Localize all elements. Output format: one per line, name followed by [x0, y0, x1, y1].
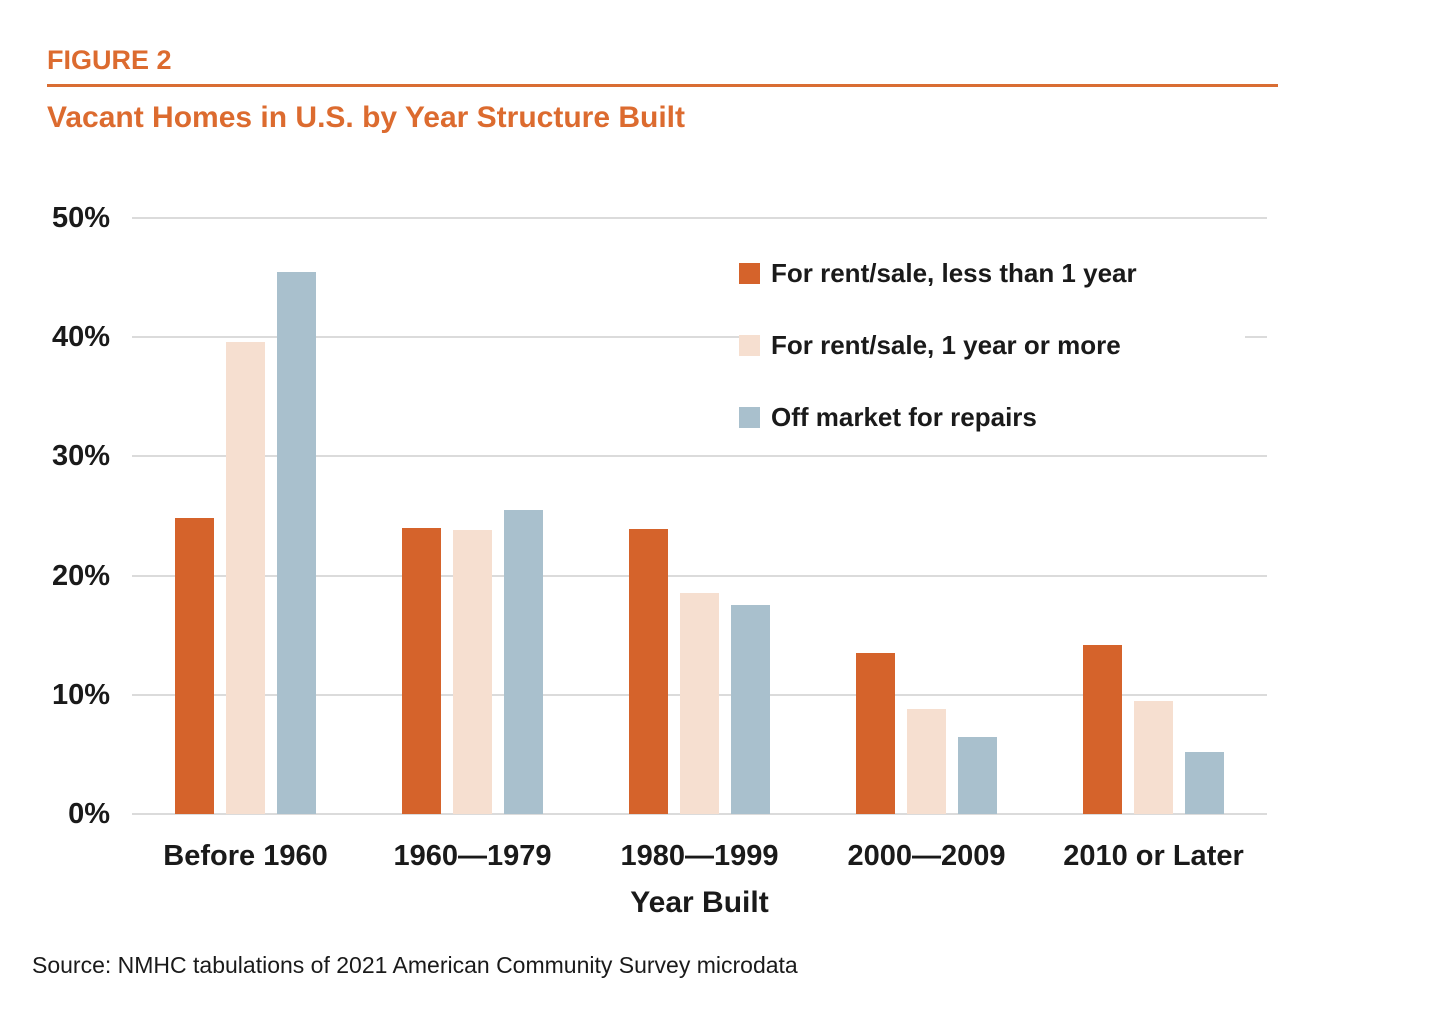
legend-label: For rent/sale, less than 1 year [771, 257, 1137, 288]
bar-series3-2010-or-later [1185, 752, 1224, 814]
legend-swatch-icon [739, 262, 760, 284]
bar-series3-2000—2009 [958, 736, 997, 814]
figure-title: Vacant Homes in U.S. by Year Structure B… [47, 101, 685, 134]
gridline [132, 574, 1267, 577]
bar-series1-2010-or-later [1083, 644, 1122, 814]
x-axis-category-label: 1980—1999 [620, 840, 779, 872]
bar-series3-1960—1979 [504, 510, 543, 814]
legend-swatch-icon [739, 334, 760, 356]
y-axis-tick-label: 40% [51, 321, 110, 354]
chart-legend: For rent/sale, less than 1 year For rent/… [739, 258, 1245, 432]
x-axis-category-label: 2010 or Later [1063, 840, 1244, 872]
bar-series2-1980—1999 [680, 593, 719, 814]
x-axis-category-label: 1960—1979 [393, 840, 552, 872]
x-axis-category-label: Before 1960 [163, 840, 328, 872]
figure-label: FIGURE 2 [47, 45, 172, 75]
bar-series2-2000—2009 [907, 709, 946, 814]
legend-item: Off market for repairs [739, 402, 1245, 432]
y-axis-tick-label: 30% [51, 440, 110, 473]
y-axis-tick-label: 10% [51, 678, 110, 711]
gridline [132, 217, 1267, 219]
legend-item: For rent/sale, 1 year or more [739, 330, 1245, 360]
y-axis-tick-label: 20% [51, 559, 110, 592]
bar-series1-1960—1979 [402, 527, 441, 814]
bar-chart-plot-area [132, 217, 1267, 815]
header-rule [47, 84, 1278, 87]
y-axis-tick-label: 50% [51, 202, 110, 234]
legend-swatch-icon [739, 406, 760, 428]
bar-series1-2000—2009 [856, 653, 895, 814]
x-axis-category-label: 2000—2009 [847, 840, 1006, 872]
gridline [132, 336, 1267, 339]
bar-series2-2010-or-later [1134, 700, 1173, 814]
gridline [132, 455, 1267, 458]
bar-series1-before-1960 [175, 518, 214, 814]
gridline [132, 813, 1267, 815]
bar-series3-1980—1999 [731, 605, 770, 814]
bar-series2-1960—1979 [453, 530, 492, 814]
legend-label: For rent/sale, 1 year or more [771, 329, 1121, 360]
bar-series1-1980—1999 [629, 529, 668, 814]
source-note: Source: NMHC tabulations of 2021 America… [32, 952, 798, 978]
x-axis-title: Year Built [630, 886, 769, 919]
legend-item: For rent/sale, less than 1 year [739, 258, 1245, 288]
legend-label: Off market for repairs [771, 401, 1037, 432]
bar-series2-before-1960 [226, 341, 265, 814]
bar-series3-before-1960 [277, 271, 316, 814]
y-axis-tick-label: 0% [68, 798, 110, 830]
